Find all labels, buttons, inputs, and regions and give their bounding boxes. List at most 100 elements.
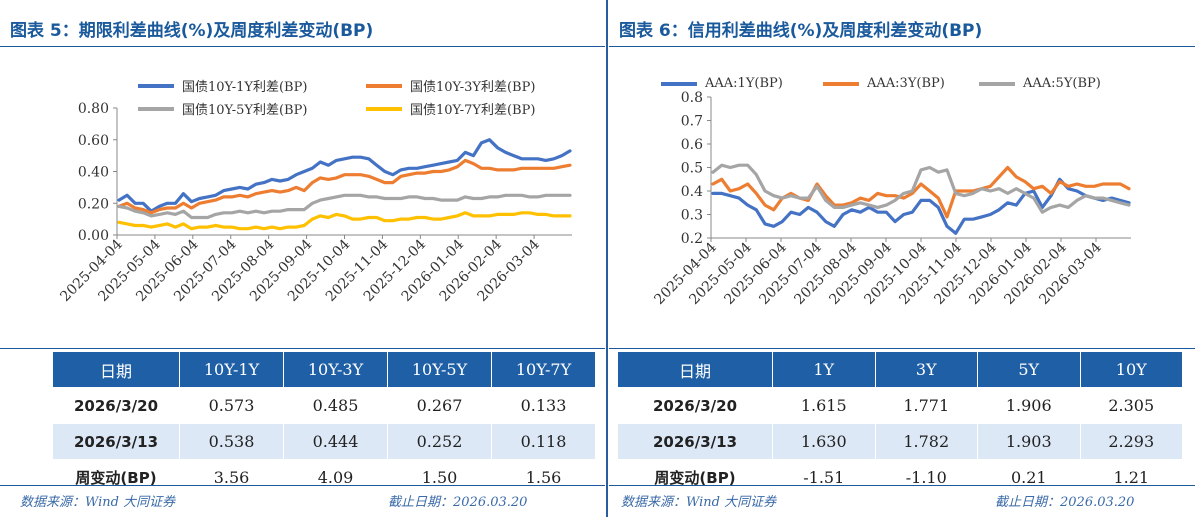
table-row: 2026/3/13 0.538 0.444 0.252 0.118	[52, 423, 596, 460]
term-spread-chart: 0.000.200.400.600.802025-04-042025-05-04…	[57, 101, 572, 305]
column-header: 10Y	[1079, 351, 1183, 388]
table-cell: 4.09	[283, 459, 388, 496]
footer-divider	[609, 485, 1195, 486]
source-note: 数据来源：Wind 大同证券	[621, 495, 777, 510]
legend-label: AAA:1Y(BP)	[705, 76, 783, 91]
column-header: 3Y	[874, 351, 978, 388]
title-divider	[609, 46, 1195, 47]
table-cell: 2.305	[1079, 387, 1183, 424]
table-cell: 1.782	[874, 423, 978, 460]
source-note: 数据来源：Wind 大同证券	[20, 495, 176, 510]
legend-swatch	[823, 81, 859, 86]
legend-label: 国债10Y-5Y利差(BP)	[182, 103, 308, 118]
table-cell: 2.293	[1079, 423, 1183, 460]
chart-title: 图表 5：期限利差曲线(%)及周度利差变动(BP)	[10, 21, 374, 41]
table-cell: 2026/3/20	[52, 387, 180, 424]
y-tick-label: 0.80	[78, 101, 109, 117]
table-cell: 0.133	[491, 387, 596, 424]
table-cell: 1.630	[772, 423, 876, 460]
y-tick-label: 0.60	[78, 133, 109, 149]
table-cell: 2026/3/13	[617, 423, 773, 460]
series-line	[117, 138, 572, 213]
legend-swatch	[661, 81, 697, 86]
column-header: 5Y	[977, 351, 1081, 388]
table-cell: 2026/3/20	[617, 387, 773, 424]
table-cell: 1.771	[874, 387, 978, 424]
table-header-row: 日期 1Y 3Y 5Y 10Y	[617, 351, 1183, 388]
chart-title: 图表 6：信用利差曲线(%)及周度利差变动(BP)	[619, 21, 983, 41]
table-cell: 0.21	[977, 459, 1081, 496]
table-cell: 1.903	[977, 423, 1081, 460]
column-header: 1Y	[772, 351, 876, 388]
y-tick-label: 0.6	[681, 137, 703, 153]
table-cell: -1.51	[772, 459, 876, 496]
table-cell: 1.906	[977, 387, 1081, 424]
column-header: 10Y-5Y	[387, 351, 492, 388]
legend-label: 国债10Y-1Y利差(BP)	[182, 80, 308, 95]
legend-swatch	[138, 106, 174, 111]
series-line	[711, 165, 1131, 219]
table-cell: 3.56	[179, 459, 284, 496]
legend-label: 国债10Y-7Y利差(BP)	[410, 103, 536, 118]
credit-spread-chart: 0.20.30.40.50.60.70.82025-04-042025-05-0…	[651, 90, 1131, 308]
title-divider	[0, 46, 605, 47]
cutoff-date: 截止日期：2026.03.20	[388, 495, 528, 510]
y-tick-label: 0.5	[681, 161, 703, 177]
column-header: 10Y-3Y	[283, 351, 388, 388]
table-cell: 1.21	[1079, 459, 1183, 496]
y-tick-label: 0.8	[681, 90, 703, 106]
y-tick-label: 0.7	[681, 114, 703, 130]
legend-label: AAA:5Y(BP)	[1023, 76, 1101, 91]
legend-item: AAA:5Y(BP)	[979, 76, 1101, 91]
footer-divider	[0, 485, 605, 486]
y-tick-label: 0.3	[681, 208, 703, 224]
table-cell: 0.485	[283, 387, 388, 424]
term-spread-table: 日期 10Y-1Y 10Y-3Y 10Y-5Y 10Y-7Y 2026/3/20…	[52, 351, 596, 496]
legend-label: 国债10Y-3Y利差(BP)	[410, 80, 536, 95]
column-header: 日期	[52, 351, 180, 388]
legend-label: AAA:3Y(BP)	[867, 76, 945, 91]
panel-separator	[606, 0, 608, 517]
table-cell: 1.56	[491, 459, 596, 496]
table-cell: 1.50	[387, 459, 492, 496]
series-line	[711, 177, 1131, 235]
y-tick-label: 0.00	[78, 228, 109, 244]
table-row: 周变动(BP) -1.51 -1.10 0.21 1.21	[617, 459, 1183, 496]
y-tick-label: 0.20	[78, 196, 109, 212]
legend-item: 国债10Y-5Y利差(BP)	[138, 99, 307, 118]
table-cell: 1.615	[772, 387, 876, 424]
table-cell: 0.573	[179, 387, 284, 424]
legend-swatch	[138, 83, 174, 88]
cutoff-date: 截止日期：2026.03.20	[995, 495, 1135, 510]
table-cell: 0.444	[283, 423, 388, 460]
table-cell: 周变动(BP)	[617, 459, 773, 496]
column-header: 日期	[617, 351, 773, 388]
table-cell: 0.252	[387, 423, 492, 460]
table-cell: 0.267	[387, 387, 492, 424]
series-line	[117, 193, 572, 220]
panel-credit-spread: 图表 6：信用利差曲线(%)及周度利差变动(BP) AAA:1Y(BP) AAA…	[609, 0, 1195, 517]
column-header: 10Y-7Y	[491, 351, 596, 388]
table-divider	[609, 348, 1195, 349]
table-cell: 0.538	[179, 423, 284, 460]
panel-term-spread: 图表 5：期限利差曲线(%)及周度利差变动(BP) 国债10Y-1Y利差(BP)…	[0, 21, 605, 510]
credit-spread-table: 日期 1Y 3Y 5Y 10Y 2026/3/20 1.615 1.771 1.…	[617, 351, 1183, 496]
table-row: 2026/3/13 1.630 1.782 1.903 2.293	[617, 423, 1183, 460]
legend-item: AAA:3Y(BP)	[823, 76, 945, 91]
table-cell: 0.118	[491, 423, 596, 460]
table-row: 周变动(BP) 3.56 4.09 1.50 1.56	[52, 459, 596, 496]
table-row: 2026/3/20 1.615 1.771 1.906 2.305	[617, 387, 1183, 424]
series-line	[711, 163, 1131, 214]
legend-swatch	[366, 83, 402, 88]
legend-item: 国债10Y-7Y利差(BP)	[366, 99, 535, 118]
column-header: 10Y-1Y	[179, 351, 284, 388]
legend-swatch	[979, 81, 1015, 86]
table-cell: 周变动(BP)	[52, 459, 180, 496]
table-header-row: 日期 10Y-1Y 10Y-3Y 10Y-5Y 10Y-7Y	[52, 351, 596, 388]
legend-item: AAA:1Y(BP)	[661, 76, 783, 91]
table-cell: 2026/3/13	[52, 423, 180, 460]
table-cell: -1.10	[874, 459, 978, 496]
table-row: 2026/3/20 0.573 0.485 0.267 0.133	[52, 387, 596, 424]
table-divider	[0, 348, 605, 349]
y-tick-label: 0.40	[78, 165, 109, 181]
